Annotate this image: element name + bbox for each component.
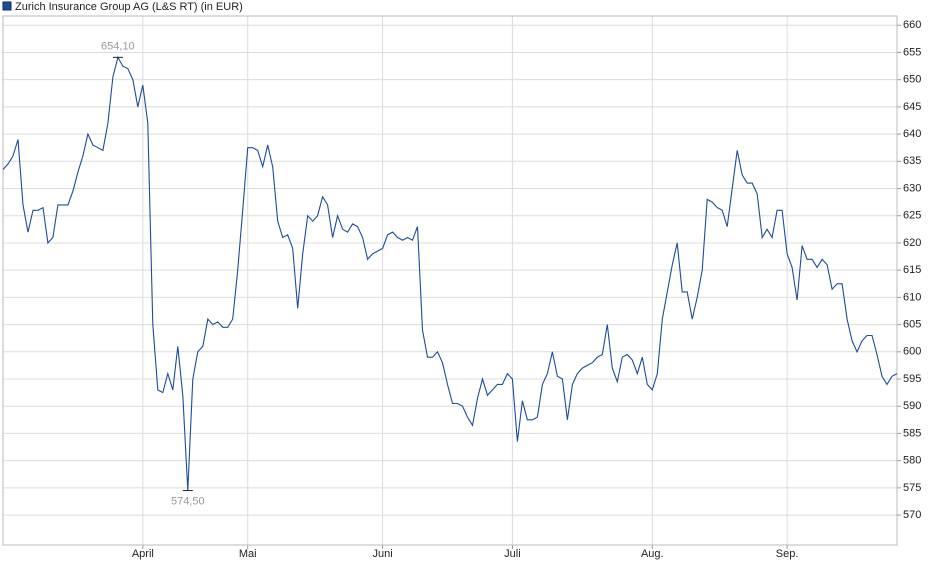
y-tick-label: 590 (903, 400, 921, 412)
y-tick-label: 600 (903, 346, 921, 358)
y-tick-label: 635 (903, 155, 921, 167)
x-tick-label: Juli (504, 548, 521, 560)
x-tick-label: Sep. (776, 548, 799, 560)
x-tick-label: Aug. (641, 548, 664, 560)
x-tick-label: April (132, 548, 154, 560)
legend-label: Zurich Insurance Group AG (L&S RT) (in E… (15, 1, 243, 13)
y-tick-label: 575 (903, 482, 921, 494)
y-tick-label: 650 (903, 74, 921, 86)
y-tick-label: 655 (903, 46, 921, 58)
price-line (2, 55, 898, 491)
y-tick-label: 605 (903, 318, 921, 330)
x-tick-label: Juni (372, 548, 392, 560)
y-tick-label: 645 (903, 101, 921, 113)
annotation-label: 574,50 (171, 495, 205, 507)
y-tick-label: 630 (903, 182, 921, 194)
y-tick-label: 580 (903, 455, 921, 467)
y-tick-label: 615 (903, 264, 921, 276)
annotation-label: 654,10 (101, 40, 135, 52)
y-tick-label: 570 (903, 509, 921, 521)
y-tick-label: 640 (903, 128, 921, 140)
y-tick-label: 610 (903, 291, 921, 303)
plot-frame (2, 15, 898, 546)
y-tick-label: 595 (903, 373, 921, 385)
y-tick-label: 660 (903, 19, 921, 31)
y-tick-label: 625 (903, 210, 921, 222)
y-tick-label: 585 (903, 427, 921, 439)
x-tick-label: Mai (239, 548, 257, 560)
y-tick-label: 620 (903, 237, 921, 249)
legend-swatch (2, 1, 12, 11)
